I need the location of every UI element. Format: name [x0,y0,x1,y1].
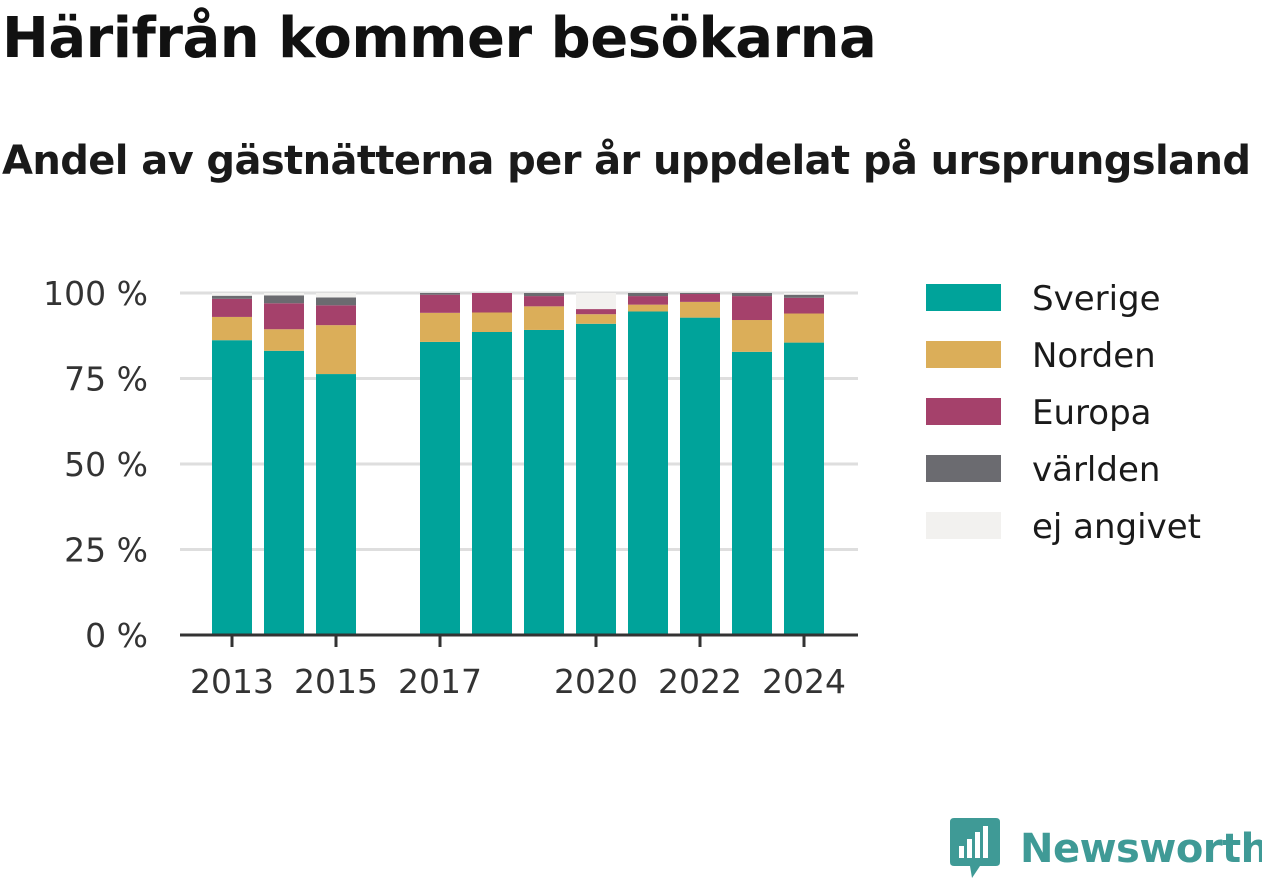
legend-swatch [926,398,1001,425]
bar-segment [264,293,304,296]
bar-segment [264,329,304,351]
bar-segment [732,320,772,352]
legend-swatch [926,341,1001,368]
bar-segment [420,341,460,635]
bar-segment [628,293,668,297]
bar-segment [784,313,824,343]
bar-segment [420,294,460,313]
bar-segment [212,298,252,317]
bar-chart-logo-icon [950,818,1000,878]
bar-segment [316,325,356,375]
bar-segment [212,316,252,341]
bar-segment [524,329,564,635]
bar-segment [212,293,252,296]
axes: 0 % 25 % 50 % 75 % 100 % 2013 2015 2017 2020 2022… [43,274,858,701]
bar-segment [576,314,616,324]
bar-segment [732,296,772,321]
legend-item: Europa [926,393,1151,433]
brand-name: Newsworthy [1020,826,1262,872]
x-tick-label: 2015 [294,662,378,701]
legend: Sverige Norden Europa världen ej angivet [926,279,1201,547]
bar-segment [784,294,824,298]
bar-segment [524,306,564,330]
bar-segment [212,295,252,299]
bar-segment [212,340,252,635]
y-tick-label: 50 % [64,445,148,484]
bar-segment [264,295,304,304]
y-tick-label: 75 % [64,360,148,399]
bar-segment [628,311,668,635]
y-tick-label: 100 % [43,274,148,313]
bar-segment [316,293,356,298]
legend-label: Norden [1032,336,1156,376]
bar-segment [316,297,356,306]
bar-segment [784,293,824,295]
chart-subtitle: Andel av gästnätterna per år uppdelat på… [2,138,1251,184]
legend-item: Norden [926,336,1156,376]
bar-segment [680,301,720,318]
bar-segment [628,304,668,312]
bar-segment [472,331,512,635]
legend-label: Sverige [1032,279,1161,319]
bar-segment [316,305,356,326]
bar-segment [264,303,304,330]
legend-swatch [926,284,1001,311]
chart-title: Härifrån kommer besökarna [2,6,877,71]
bars [212,293,824,635]
bar-segment [576,293,616,310]
x-tick-label: 2013 [190,662,274,701]
legend-label: ej angivet [1032,507,1201,547]
y-tick-label: 25 % [64,531,148,570]
bar-segment [784,342,824,635]
bar-segment [524,293,564,297]
bar-segment [680,294,720,302]
legend-item: världen [926,450,1160,490]
x-tick-label: 2022 [658,662,742,701]
bar-segment [732,293,772,297]
bar-segment [628,296,668,305]
bar-segment [472,293,512,313]
bar-segment [680,317,720,635]
bar-segment [576,323,616,635]
bar-segment [524,296,564,307]
bar-segment [784,297,824,314]
x-tick-label: 2020 [554,662,638,701]
bar-segment [472,312,512,332]
bar-segment [420,312,460,342]
bar-segment [576,309,616,315]
legend-label: Europa [1032,393,1151,433]
x-tick-label: 2017 [398,662,482,701]
bar-segment [680,293,720,295]
y-tick-label: 0 % [85,616,148,655]
legend-swatch [926,512,1001,539]
legend-label: världen [1032,450,1160,490]
legend-swatch [926,455,1001,482]
bar-segment [732,351,772,635]
bar-segment [420,293,460,295]
newsworthy-brand: Newsworthy [950,818,1262,880]
legend-item: ej angivet [926,507,1201,547]
bar-segment [264,350,304,635]
bar-segment [316,374,356,635]
legend-item: Sverige [926,279,1161,319]
x-tick-label: 2024 [762,662,846,701]
